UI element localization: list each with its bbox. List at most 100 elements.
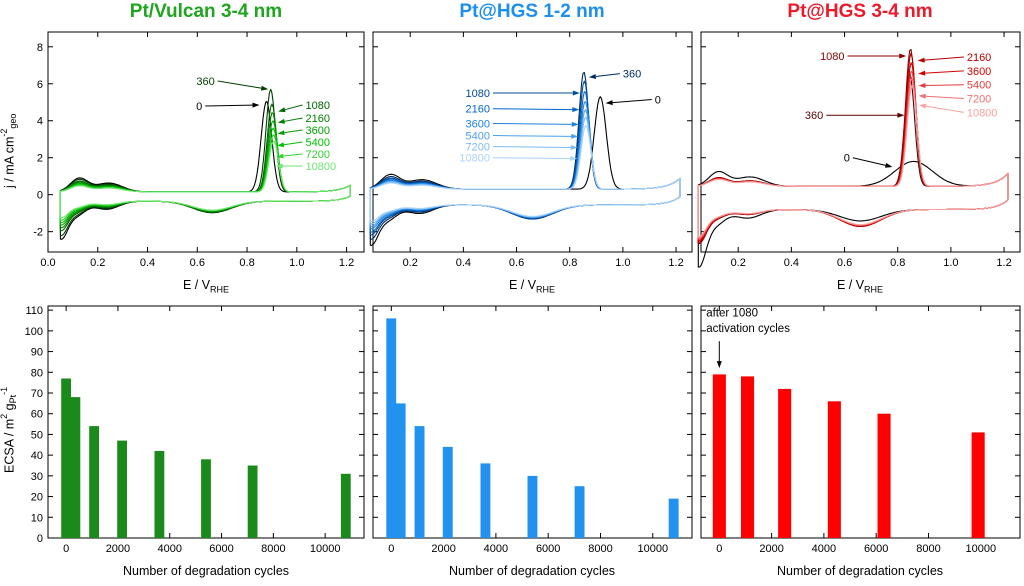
svg-text:4000: 4000 <box>812 543 836 555</box>
svg-text:1.0: 1.0 <box>289 257 304 269</box>
svg-text:0.4: 0.4 <box>784 257 799 269</box>
svg-text:50: 50 <box>31 429 43 441</box>
svg-text:-2: -2 <box>33 227 43 239</box>
svg-text:80: 80 <box>31 367 43 379</box>
svg-text:0.2: 0.2 <box>90 257 105 269</box>
svg-text:70: 70 <box>31 388 43 400</box>
svg-text:100: 100 <box>25 326 43 338</box>
svg-text:110: 110 <box>25 305 43 317</box>
svg-text:2160: 2160 <box>465 104 489 116</box>
panel-title-pt-hgs-small: Pt@HGS 1-2 nm <box>459 1 605 22</box>
svg-text:0.4: 0.4 <box>140 257 155 269</box>
x-axis-label-potential: E / VRHE <box>836 278 884 295</box>
svg-text:10000: 10000 <box>310 543 341 555</box>
svg-text:0: 0 <box>716 543 722 555</box>
svg-text:2160: 2160 <box>967 52 991 64</box>
svg-text:2160: 2160 <box>306 113 330 125</box>
svg-text:10800: 10800 <box>459 153 490 165</box>
svg-text:0: 0 <box>37 190 43 202</box>
svg-text:8000: 8000 <box>261 543 285 555</box>
svg-text:1080: 1080 <box>465 88 489 100</box>
svg-text:0.2: 0.2 <box>403 257 418 269</box>
ecsa-panel-pt-vulcan: ECSA / m2 gPt-1 0 2000 4000 6000 8000 10000 0 1… <box>0 296 368 582</box>
svg-text:activation cycles: activation cycles <box>706 323 790 335</box>
svg-text:360: 360 <box>623 69 641 81</box>
x-axis-label-cycles: Number of degradation cycles <box>122 564 290 578</box>
svg-text:10: 10 <box>31 512 43 524</box>
svg-text:6000: 6000 <box>209 543 233 555</box>
svg-text:20: 20 <box>31 492 43 504</box>
ecsa-chart-pt-vulcan: 0 2000 4000 6000 8000 10000 0 10 20 30 40 50 60 70 80 9… <box>25 305 365 555</box>
svg-text:4000: 4000 <box>157 543 181 555</box>
ecsa-chart-pt-hgs-large: 0 2000 4000 6000 8000 10000 after 1080 activati… <box>700 305 1021 555</box>
svg-text:10800: 10800 <box>967 107 998 119</box>
svg-text:60: 60 <box>31 409 43 421</box>
cv-panel-pt-hgs-large: Pt@HGS 3-4 nm 0.2 0.4 0.6 0.8 1.0 1.2 1080 2160… <box>696 0 1024 296</box>
svg-text:1.0: 1.0 <box>943 257 958 269</box>
svg-text:0: 0 <box>196 101 202 113</box>
panel-title-pt-hgs-large: Pt@HGS 3-4 nm <box>787 1 933 22</box>
x-axis-label-cycles: Number of degradation cycles <box>776 564 944 578</box>
svg-text:0.8: 0.8 <box>562 257 577 269</box>
svg-text:0: 0 <box>655 94 661 106</box>
svg-text:90: 90 <box>31 347 43 359</box>
svg-text:3600: 3600 <box>465 119 489 131</box>
svg-text:7200: 7200 <box>306 149 330 161</box>
svg-text:1.0: 1.0 <box>615 257 630 269</box>
svg-text:6: 6 <box>37 79 43 91</box>
svg-text:7200: 7200 <box>465 142 489 154</box>
svg-text:2000: 2000 <box>106 543 130 555</box>
svg-text:4000: 4000 <box>484 543 508 555</box>
svg-text:0: 0 <box>37 533 43 545</box>
svg-text:1080: 1080 <box>820 51 844 63</box>
svg-text:0.8: 0.8 <box>239 257 254 269</box>
ecsa-panel-pt-hgs-large: 0 2000 4000 6000 8000 10000 after 1080 activati… <box>696 296 1024 582</box>
svg-text:40: 40 <box>31 450 43 462</box>
svg-text:0: 0 <box>63 543 69 555</box>
svg-text:0.6: 0.6 <box>509 257 524 269</box>
x-axis-label-potential: E / VRHE <box>182 278 230 295</box>
svg-text:0: 0 <box>844 153 850 165</box>
x-axis-label-potential: E / VRHE <box>508 278 556 295</box>
cv-panel-pt-vulcan: Pt/Vulcan 3-4 nm j / mA cm-2geo 0.0 0.2 0.… <box>0 0 368 296</box>
svg-text:1080: 1080 <box>306 100 330 112</box>
svg-text:10000: 10000 <box>965 543 996 555</box>
svg-text:10000: 10000 <box>637 543 668 555</box>
svg-text:0.4: 0.4 <box>456 257 471 269</box>
svg-text:30: 30 <box>31 471 43 483</box>
cv-plot-pt-hgs-small: 0.2 0.4 0.6 0.8 1.0 1.23600108021603600540072… <box>369 31 693 269</box>
svg-text:1.2: 1.2 <box>996 257 1011 269</box>
svg-text:10800: 10800 <box>306 161 337 173</box>
svg-text:8: 8 <box>37 42 43 54</box>
cv-row: Pt/Vulcan 3-4 nm j / mA cm-2geo 0.0 0.2 0.… <box>0 0 1024 296</box>
svg-text:5400: 5400 <box>967 80 991 92</box>
svg-text:after 1080: after 1080 <box>706 307 758 319</box>
svg-text:8000: 8000 <box>916 543 940 555</box>
svg-text:3600: 3600 <box>967 66 991 78</box>
svg-text:5400: 5400 <box>306 137 330 149</box>
svg-text:3600: 3600 <box>306 125 330 137</box>
svg-text:2000: 2000 <box>759 543 783 555</box>
svg-text:0.6: 0.6 <box>190 257 205 269</box>
svg-text:0.6: 0.6 <box>837 257 852 269</box>
svg-text:6000: 6000 <box>864 543 888 555</box>
svg-text:2: 2 <box>37 153 43 165</box>
svg-text:1.2: 1.2 <box>339 257 354 269</box>
svg-text:0.2: 0.2 <box>731 257 746 269</box>
svg-text:8000: 8000 <box>588 543 612 555</box>
svg-text:7200: 7200 <box>967 94 991 106</box>
svg-text:0: 0 <box>388 543 394 555</box>
svg-text:5400: 5400 <box>465 131 489 143</box>
ecsa-row: ECSA / m2 gPt-1 0 2000 4000 6000 8000 10000 0 1… <box>0 296 1024 582</box>
svg-text:0.8: 0.8 <box>890 257 905 269</box>
svg-text:0.0: 0.0 <box>40 257 55 269</box>
svg-text:1.2: 1.2 <box>668 257 683 269</box>
y-axis-label-current-density: j / mA cm-2geo <box>0 113 18 189</box>
ecsa-panel-pt-hgs-small: 0 2000 4000 6000 8000 10000 Number of degrada… <box>368 296 696 582</box>
y-axis-label-ecsa: ECSA / m2 gPt-1 <box>0 386 18 474</box>
ecsa-chart-pt-hgs-small: 0 2000 4000 6000 8000 10000 <box>372 305 693 555</box>
x-axis-label-cycles: Number of degradation cycles <box>448 564 616 578</box>
panel-title-pt-vulcan: Pt/Vulcan 3-4 nm <box>129 1 283 22</box>
